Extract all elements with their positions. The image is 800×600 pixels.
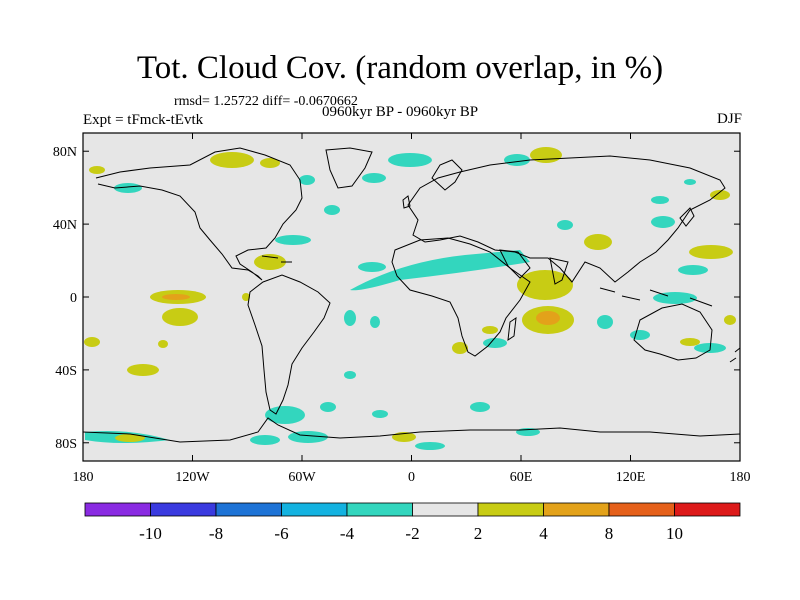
colorbar-label: -10 (139, 524, 162, 543)
season-label: DJF (716, 111, 742, 127)
colorbar-label: 8 (605, 524, 614, 543)
coastlines (82, 147, 741, 443)
y-tick-label: 40S (55, 364, 77, 379)
y-tick-label: 40N (53, 218, 77, 233)
x-tick-label: 180 (73, 470, 94, 485)
x-tick-label: 120E (616, 470, 646, 485)
x-tick-label: 180 (730, 470, 751, 485)
x-tick-label: 60E (510, 470, 533, 485)
colorbar-swatch (215, 502, 282, 517)
x-tick-label: 0 (408, 470, 415, 485)
colorbar: -10 -8 -6 -4 -2 2 4 8 10 (84, 502, 741, 543)
anomaly-patches (84, 147, 736, 450)
stats-label: rmsd= 1.25722 diff= -0.0670662 (174, 94, 358, 109)
map-axes: 180 120W 60W 0 60E 120E 180 80N 40N 0 40S 80S (53, 133, 751, 485)
colorbar-label: 2 (474, 524, 483, 543)
colorbar-swatch (281, 502, 348, 517)
colorbar-swatch (84, 502, 151, 517)
x-tick-label: 60W (288, 470, 316, 485)
colorbar-swatch (674, 502, 741, 517)
colorbar-label: 4 (539, 524, 548, 543)
colorbar-swatch (412, 502, 479, 517)
colorbar-label: -6 (274, 524, 288, 543)
colorbar-swatch (150, 502, 217, 517)
colorbar-swatch (346, 502, 413, 517)
colorbar-label: -2 (405, 524, 419, 543)
experiment-label: Expt = tFmck-tEvtk (83, 112, 204, 128)
colorbar-label: -8 (209, 524, 223, 543)
y-tick-label: 0 (70, 291, 77, 306)
colorbar-swatch (477, 502, 544, 517)
colorbar-label: 10 (666, 524, 683, 543)
y-tick-label: 80N (53, 145, 77, 160)
plot-title: Tot. Cloud Cov. (random overlap, in %) (136, 50, 664, 86)
colorbar-swatch (608, 502, 675, 517)
colorbar-swatch (543, 502, 610, 517)
x-tick-label: 120W (175, 470, 210, 485)
period-label: 0960kyr BP - 0960kyr BP (322, 104, 479, 120)
colorbar-label: -4 (340, 524, 355, 543)
y-tick-label: 80S (55, 437, 77, 452)
